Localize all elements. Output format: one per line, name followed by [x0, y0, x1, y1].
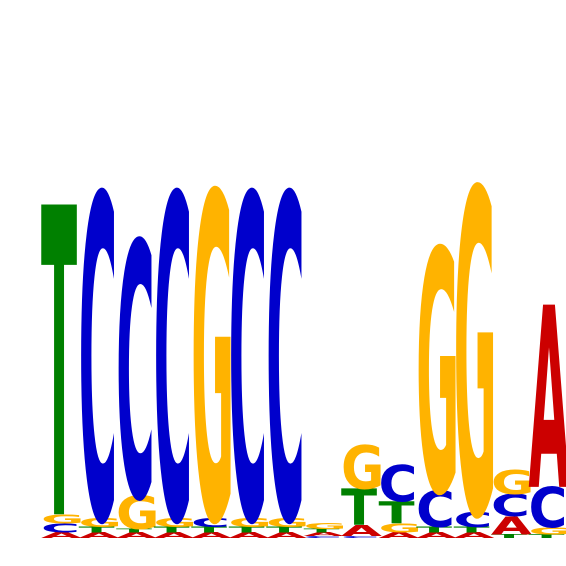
logo-letter-g-pos3: G [116, 487, 159, 540]
logo-letter-g-pos12: G [454, 100, 497, 566]
logo-letter-t-pos8: T [304, 528, 341, 534]
logo-letter-a-pos8: A [304, 532, 345, 538]
logo-letter-t-pos10: T [379, 496, 416, 531]
logo-letter-t-pos2: T [79, 526, 115, 535]
logo-letter-t-pos5: T [191, 526, 227, 535]
logo-letter-t-pos7: T [266, 526, 302, 535]
logo-letter-g-pos11: G [416, 183, 459, 566]
logo-letter-c-pos8: C [304, 536, 343, 539]
logo-letter-c-pos9: C [341, 536, 380, 539]
logo-letter-g-pos14: G [529, 525, 566, 537]
logo-letter-g-pos9: G [341, 434, 384, 504]
logo-letter-g-pos5: G [191, 104, 234, 566]
logo-letter-t-pos14: T [529, 533, 566, 539]
logo-letter-c-pos10: C [379, 456, 418, 514]
logo-letter-t-pos4: T [154, 526, 190, 535]
logo-letter-a-pos7: A [266, 531, 308, 540]
logo-letter-g-pos13: G [491, 465, 534, 503]
logo-letter-a-pos4: A [154, 531, 196, 540]
logo-letter-a-pos12: A [454, 531, 496, 540]
logo-letter-g-pos6: G [229, 516, 272, 531]
logo-letter-t-pos12: T [454, 526, 490, 535]
logo-letter-t-pos1: T [41, 121, 77, 566]
logo-letter-c-pos13: C [491, 489, 530, 524]
logo-letter-a-pos14: A [529, 254, 566, 546]
logo-letter-t-pos3: T [116, 528, 153, 534]
logo-letter-c-pos14: C [529, 476, 566, 540]
logo-letter-a-pos2: A [79, 531, 121, 540]
logo-letter-c-pos12: C [454, 509, 493, 532]
logo-letter-a-pos3: A [116, 531, 158, 540]
logo-letter-a-pos10: A [379, 531, 421, 540]
logo-letter-c-pos2: C [79, 105, 118, 566]
logo-letter-g-pos1: G [41, 512, 84, 527]
logo-letter-g-pos10: G [379, 521, 422, 536]
logo-letter-c-pos6: C [229, 105, 268, 566]
logo-letter-a-pos13: A [491, 511, 532, 540]
logo-letter-a-pos9: A [341, 523, 382, 540]
logo-letter-a-pos1: A [41, 531, 83, 540]
logo-letter-g-pos4: G [154, 516, 197, 531]
logo-letter-g-pos2: G [79, 516, 122, 531]
logo-letter-c-pos1: C [41, 521, 80, 536]
logo-letter-t-pos11: T [416, 526, 452, 535]
logo-letter-t-pos9: T [341, 480, 377, 538]
logo-letter-c-pos7: C [266, 105, 305, 566]
logo-letter-c-pos5: C [191, 516, 230, 531]
logo-letter-a-pos5: A [191, 531, 233, 540]
logo-letter-t-pos6: T [229, 526, 265, 535]
logo-letter-c-pos3: C [116, 173, 155, 566]
logo-letter-c-pos11: C [416, 481, 455, 539]
logo-letter-c-pos4: C [154, 105, 193, 566]
logo-letter-a-pos11: A [416, 531, 458, 540]
logo-letter-g-pos7: G [266, 516, 309, 531]
logo-letter-a-pos6: A [229, 531, 271, 540]
logo-letter-g-pos8: G [304, 522, 347, 531]
logo-letter-t-pos13: T [491, 533, 528, 539]
